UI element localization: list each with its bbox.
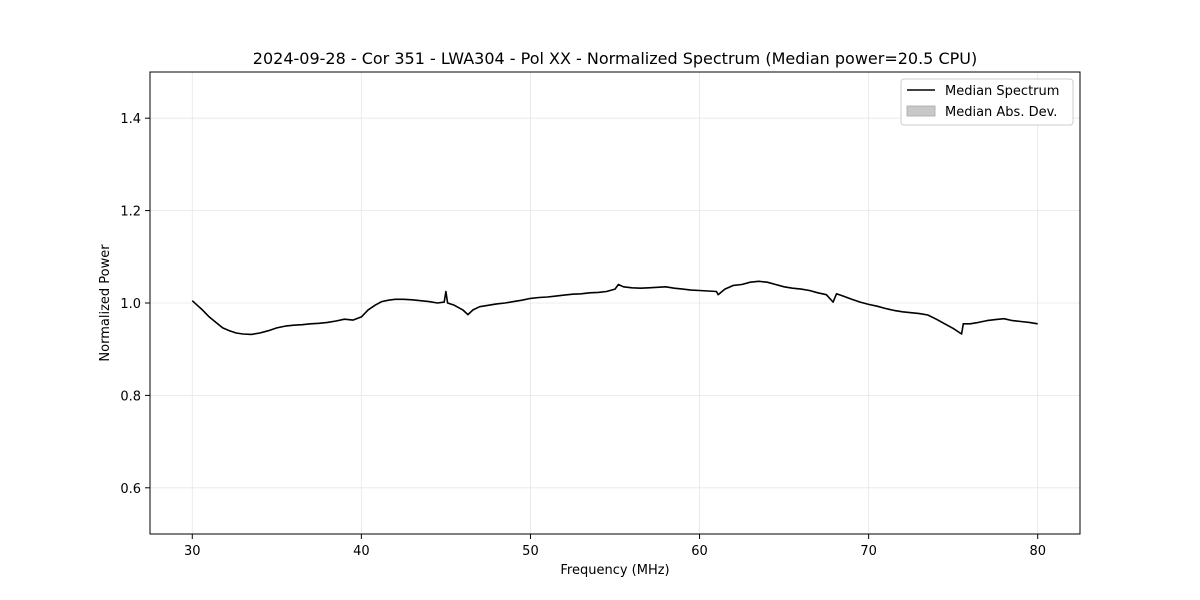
- x-axis-ticks: 30 40 50 60 70 80: [184, 534, 1046, 559]
- y-tick-label: 1.2: [120, 205, 141, 220]
- y-axis-label: Normalized Power: [98, 244, 113, 362]
- x-tick-label: 60: [691, 544, 708, 559]
- legend-label-median-spectrum: Median Spectrum: [945, 84, 1059, 99]
- y-tick-label: 0.6: [120, 482, 141, 497]
- x-axis-label: Frequency (MHz): [560, 563, 669, 578]
- y-tick-label: 0.8: [120, 389, 141, 404]
- x-tick-label: 30: [184, 544, 201, 559]
- x-tick-label: 50: [522, 544, 539, 559]
- x-tick-label: 80: [1029, 544, 1046, 559]
- y-axis-ticks: 0.6 0.8 1.0 1.2 1.4: [120, 112, 150, 497]
- legend-box: [900, 78, 1074, 126]
- y-tick-label: 1.4: [120, 112, 141, 127]
- legend: Median Spectrum Median Abs. Dev.: [900, 78, 1074, 126]
- legend-label-median-abs-dev: Median Abs. Dev.: [945, 105, 1057, 120]
- x-tick-label: 70: [860, 544, 877, 559]
- y-tick-label: 1.0: [120, 297, 141, 312]
- chart-title: 2024-09-28 - Cor 351 - LWA304 - Pol XX -…: [253, 49, 977, 68]
- median-spectrum-line: [191, 280, 1038, 336]
- x-tick-label: 40: [353, 544, 370, 559]
- legend-patch-swatch: [906, 105, 936, 117]
